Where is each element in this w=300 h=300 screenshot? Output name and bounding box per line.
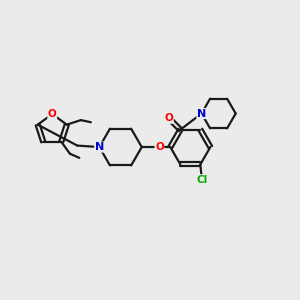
Text: O: O — [164, 113, 173, 123]
Text: N: N — [197, 109, 206, 118]
Text: O: O — [155, 142, 164, 152]
Text: O: O — [48, 109, 57, 119]
Text: Cl: Cl — [196, 175, 207, 185]
Text: N: N — [95, 142, 104, 152]
